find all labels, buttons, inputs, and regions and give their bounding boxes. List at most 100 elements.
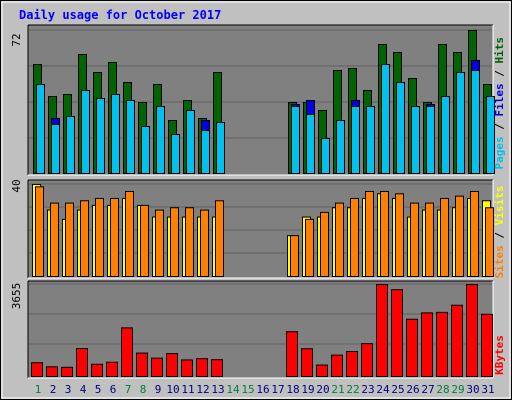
day-label: 8 xyxy=(140,383,147,396)
bar-sites xyxy=(440,197,449,277)
bar-kbytes xyxy=(211,359,223,377)
bar-kbytes xyxy=(451,304,463,377)
bar-kbytes xyxy=(196,358,208,377)
bar-kbytes xyxy=(91,363,103,377)
bar-pages xyxy=(396,82,405,174)
day-label: 18 xyxy=(286,383,299,396)
bar-sites xyxy=(350,197,359,277)
day-label: 22 xyxy=(346,383,359,396)
bar-pages xyxy=(111,94,120,174)
bar-sites xyxy=(320,211,329,277)
bar-sites xyxy=(170,207,179,277)
day-label: 17 xyxy=(271,383,284,396)
bar-kbytes xyxy=(331,354,343,378)
bar-sites xyxy=(140,204,149,277)
bar-sites xyxy=(335,202,344,278)
bar-kbytes xyxy=(181,359,193,378)
bar-kbytes xyxy=(436,311,448,378)
day-label: 10 xyxy=(166,383,179,396)
day-label: 13 xyxy=(211,383,224,396)
bar-pages xyxy=(186,110,195,174)
bar-kbytes xyxy=(166,353,178,378)
day-label: 30 xyxy=(466,383,479,396)
day-label: 1 xyxy=(35,383,42,396)
panel-visits-sites xyxy=(27,179,494,279)
legend-visits: Visits xyxy=(493,186,506,226)
bar-pages xyxy=(441,96,450,174)
day-label: 12 xyxy=(196,383,209,396)
ymax-label-hits: 72 xyxy=(10,33,23,46)
bar-kbytes xyxy=(421,312,433,378)
day-label: 4 xyxy=(80,383,87,396)
bar-pages xyxy=(381,64,390,174)
bar-kbytes xyxy=(76,347,88,378)
bar-sites xyxy=(50,202,59,278)
legend-pages: Pages xyxy=(493,136,506,169)
day-label: 20 xyxy=(316,383,329,396)
bar-pages xyxy=(81,90,90,174)
bar-sites xyxy=(410,202,419,278)
panel-hits-files-pages xyxy=(27,24,495,176)
day-label: 24 xyxy=(376,383,390,396)
bar-sites xyxy=(125,190,134,278)
legend-files: Files xyxy=(493,83,506,116)
bar-kbytes xyxy=(391,289,403,378)
bar-pages xyxy=(336,120,345,174)
legend-hits: Hits xyxy=(493,37,506,64)
legend-kbytes: KBytes xyxy=(493,335,506,375)
day-label: 25 xyxy=(391,383,404,396)
bar-sites xyxy=(185,207,194,277)
day-label: 5 xyxy=(95,383,102,396)
day-labels: 1 2 3 4 5 6 7 8 9 10 11 12 13 14 15 16 17 18 19 20 21 22 23 24 2… xyxy=(35,383,495,396)
bar-sites xyxy=(95,197,104,277)
bar-kbytes xyxy=(136,352,148,377)
bar-kbytes xyxy=(301,348,313,378)
bar-sites xyxy=(365,190,374,278)
bar-pages xyxy=(306,114,315,174)
day-label: 2 xyxy=(50,383,57,396)
bar-pages xyxy=(96,98,105,174)
bar-sites xyxy=(470,190,479,278)
day-label: 11 xyxy=(181,383,194,396)
bar-sites xyxy=(65,202,74,278)
day-label: 26 xyxy=(406,383,419,396)
bar-sites xyxy=(215,200,224,277)
bar-kbytes xyxy=(286,331,298,378)
bar-pages xyxy=(141,126,150,174)
day-label: 6 xyxy=(110,383,117,396)
bar-pages xyxy=(486,96,495,174)
bar-sites xyxy=(35,186,44,277)
chart-title: Daily usage for October 2017 xyxy=(19,8,221,22)
bar-kbytes xyxy=(376,284,388,377)
svg-text:Sites / Visits: Sites / Visits xyxy=(493,186,506,279)
bar-kbytes xyxy=(316,364,328,377)
bar-pages xyxy=(291,106,300,174)
bar-pages xyxy=(51,124,60,174)
bar-pages xyxy=(366,106,375,174)
bar-pages xyxy=(126,100,135,174)
legend-hits-files-pages: Pages / Files / Hits xyxy=(493,37,506,170)
day-label: 7 xyxy=(125,383,132,396)
bar-kbytes xyxy=(361,343,373,378)
bar-pages xyxy=(201,130,210,174)
day-label: 3 xyxy=(65,383,72,396)
day-label: 19 xyxy=(301,383,314,396)
bar-sites xyxy=(290,235,299,277)
bar-pages xyxy=(321,138,330,174)
svg-text:Pages / Files / Hits: Pages / Files / Hits xyxy=(493,37,506,170)
legend-kbytes-wrap: KBytes xyxy=(493,335,506,375)
bar-sites xyxy=(80,200,89,277)
bar-pages xyxy=(471,70,480,174)
day-label: 9 xyxy=(155,383,162,396)
bar-pages xyxy=(426,106,435,174)
day-label: 28 xyxy=(436,383,449,396)
day-label: 15 xyxy=(241,383,254,396)
bar-kbytes xyxy=(151,357,163,378)
bar-pages xyxy=(216,122,225,174)
bar-sites xyxy=(305,218,314,277)
bar-pages xyxy=(411,106,420,174)
bar-pages xyxy=(351,106,360,174)
legend-visits-sites: Sites / Visits xyxy=(493,186,506,279)
bar-kbytes xyxy=(406,318,418,377)
